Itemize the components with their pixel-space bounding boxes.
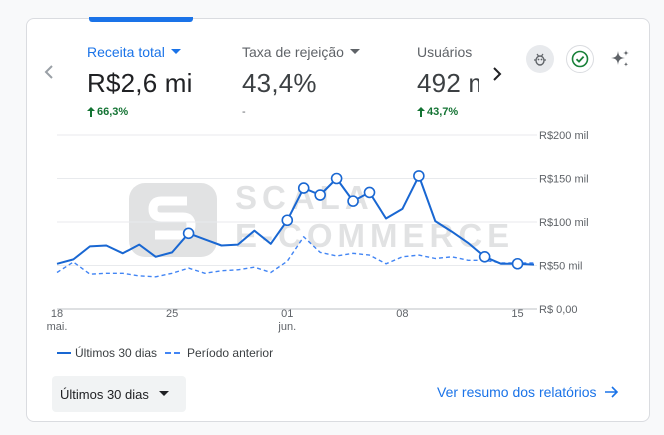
- metric-delta: -: [242, 106, 246, 118]
- revenue-line-chart: R$ 0,00 R$50 mil R$100 mil R$150 mil R$200 m…: [47, 130, 589, 333]
- metric-delta: 66,3%: [97, 106, 129, 118]
- series-line-previous: [56, 236, 534, 278]
- chart-legend: Últimos 30 dias Período anterior: [57, 346, 281, 360]
- x-tick-label: 25: [166, 308, 178, 320]
- x-tick-sublabel: mai.: [47, 321, 68, 333]
- bug-icon: [534, 53, 546, 66]
- x-tick-label: 18: [51, 308, 63, 320]
- metric-label: Receita total: [87, 44, 165, 60]
- caret-down-icon[interactable]: [349, 49, 360, 55]
- data-point-marker: [182, 227, 195, 240]
- compare-button[interactable]: [526, 45, 554, 73]
- legend-dashed-line-icon: [165, 352, 184, 354]
- arrow-up-icon: [87, 107, 95, 117]
- summary-card: Receita total R$2,6 mi 66,3% Taxa de rej…: [26, 17, 650, 422]
- metric-delta: 43,7%: [427, 106, 459, 118]
- data-point-marker: [511, 257, 524, 270]
- legend-item-current: Últimos 30 dias: [57, 346, 157, 360]
- x-tick-label: 01: [281, 308, 293, 320]
- check-circle-icon: [571, 50, 589, 68]
- y-tick-label: R$200 mil: [539, 130, 589, 142]
- data-point-marker: [347, 195, 359, 207]
- data-point-marker: [330, 172, 343, 185]
- x-tick-sublabel: jun.: [277, 321, 296, 333]
- data-point-marker: [413, 170, 425, 182]
- y-tick-label: R$150 mil: [539, 174, 589, 186]
- metric-value: R$2,6 mi: [87, 68, 193, 98]
- caret-down-icon: [158, 391, 169, 396]
- legend-label-previous: Período anterior: [187, 346, 274, 360]
- sparkle-icon: [611, 50, 629, 67]
- x-tick-label: 08: [396, 308, 408, 320]
- data-point-marker: [314, 189, 326, 201]
- metric-receita-total[interactable]: Receita total R$2,6 mi 66,3%: [87, 43, 193, 119]
- metric-value: 43,4%: [242, 68, 317, 98]
- view-reports-summary-link[interactable]: Ver resumo dos relatórios: [437, 384, 619, 400]
- legend-solid-line-icon: [57, 352, 71, 354]
- metric-usuarios-clip: Usuários 492 m 43,7%: [417, 43, 479, 143]
- insights-button[interactable]: [607, 45, 635, 73]
- chevron-left-icon: [44, 65, 53, 79]
- active-metric-indicator: [89, 17, 193, 22]
- caret-down-icon[interactable]: [170, 49, 181, 55]
- y-tick-label: R$50 mil: [539, 261, 582, 273]
- date-range-label: Últimos 30 dias: [60, 386, 149, 402]
- legend-item-previous: Período anterior: [165, 346, 273, 360]
- series-line-current: [56, 174, 535, 266]
- legend-label-current: Últimos 30 dias: [75, 346, 158, 360]
- status-button[interactable]: [566, 45, 594, 73]
- arrow-up-icon: [417, 107, 425, 117]
- data-point-marker: [297, 182, 310, 194]
- metric-usuarios[interactable]: Usuários 492 m 43,7%: [417, 43, 479, 119]
- next-metric-button[interactable]: [485, 57, 509, 91]
- metric-label: Usuários: [417, 44, 473, 60]
- date-range-dropdown[interactable]: Últimos 30 dias: [52, 376, 186, 412]
- data-point-marker: [478, 251, 491, 263]
- chevron-right-icon: [493, 67, 502, 81]
- arrow-right-icon: [604, 386, 618, 398]
- metric-value: 492 m: [417, 68, 479, 98]
- previous-metric-button[interactable]: [37, 55, 61, 89]
- y-tick-label: R$ 0,00: [539, 304, 578, 316]
- data-point-marker: [363, 186, 376, 199]
- data-point-marker: [281, 214, 294, 227]
- metric-taxa-rejeicao[interactable]: Taxa de rejeição 43,4% -: [242, 43, 360, 119]
- view-reports-summary-label: Ver resumo dos relatórios: [437, 384, 597, 400]
- x-tick-label: 15: [511, 308, 523, 320]
- y-tick-label: R$100 mil: [539, 217, 589, 229]
- metric-label: Taxa de rejeição: [242, 44, 344, 60]
